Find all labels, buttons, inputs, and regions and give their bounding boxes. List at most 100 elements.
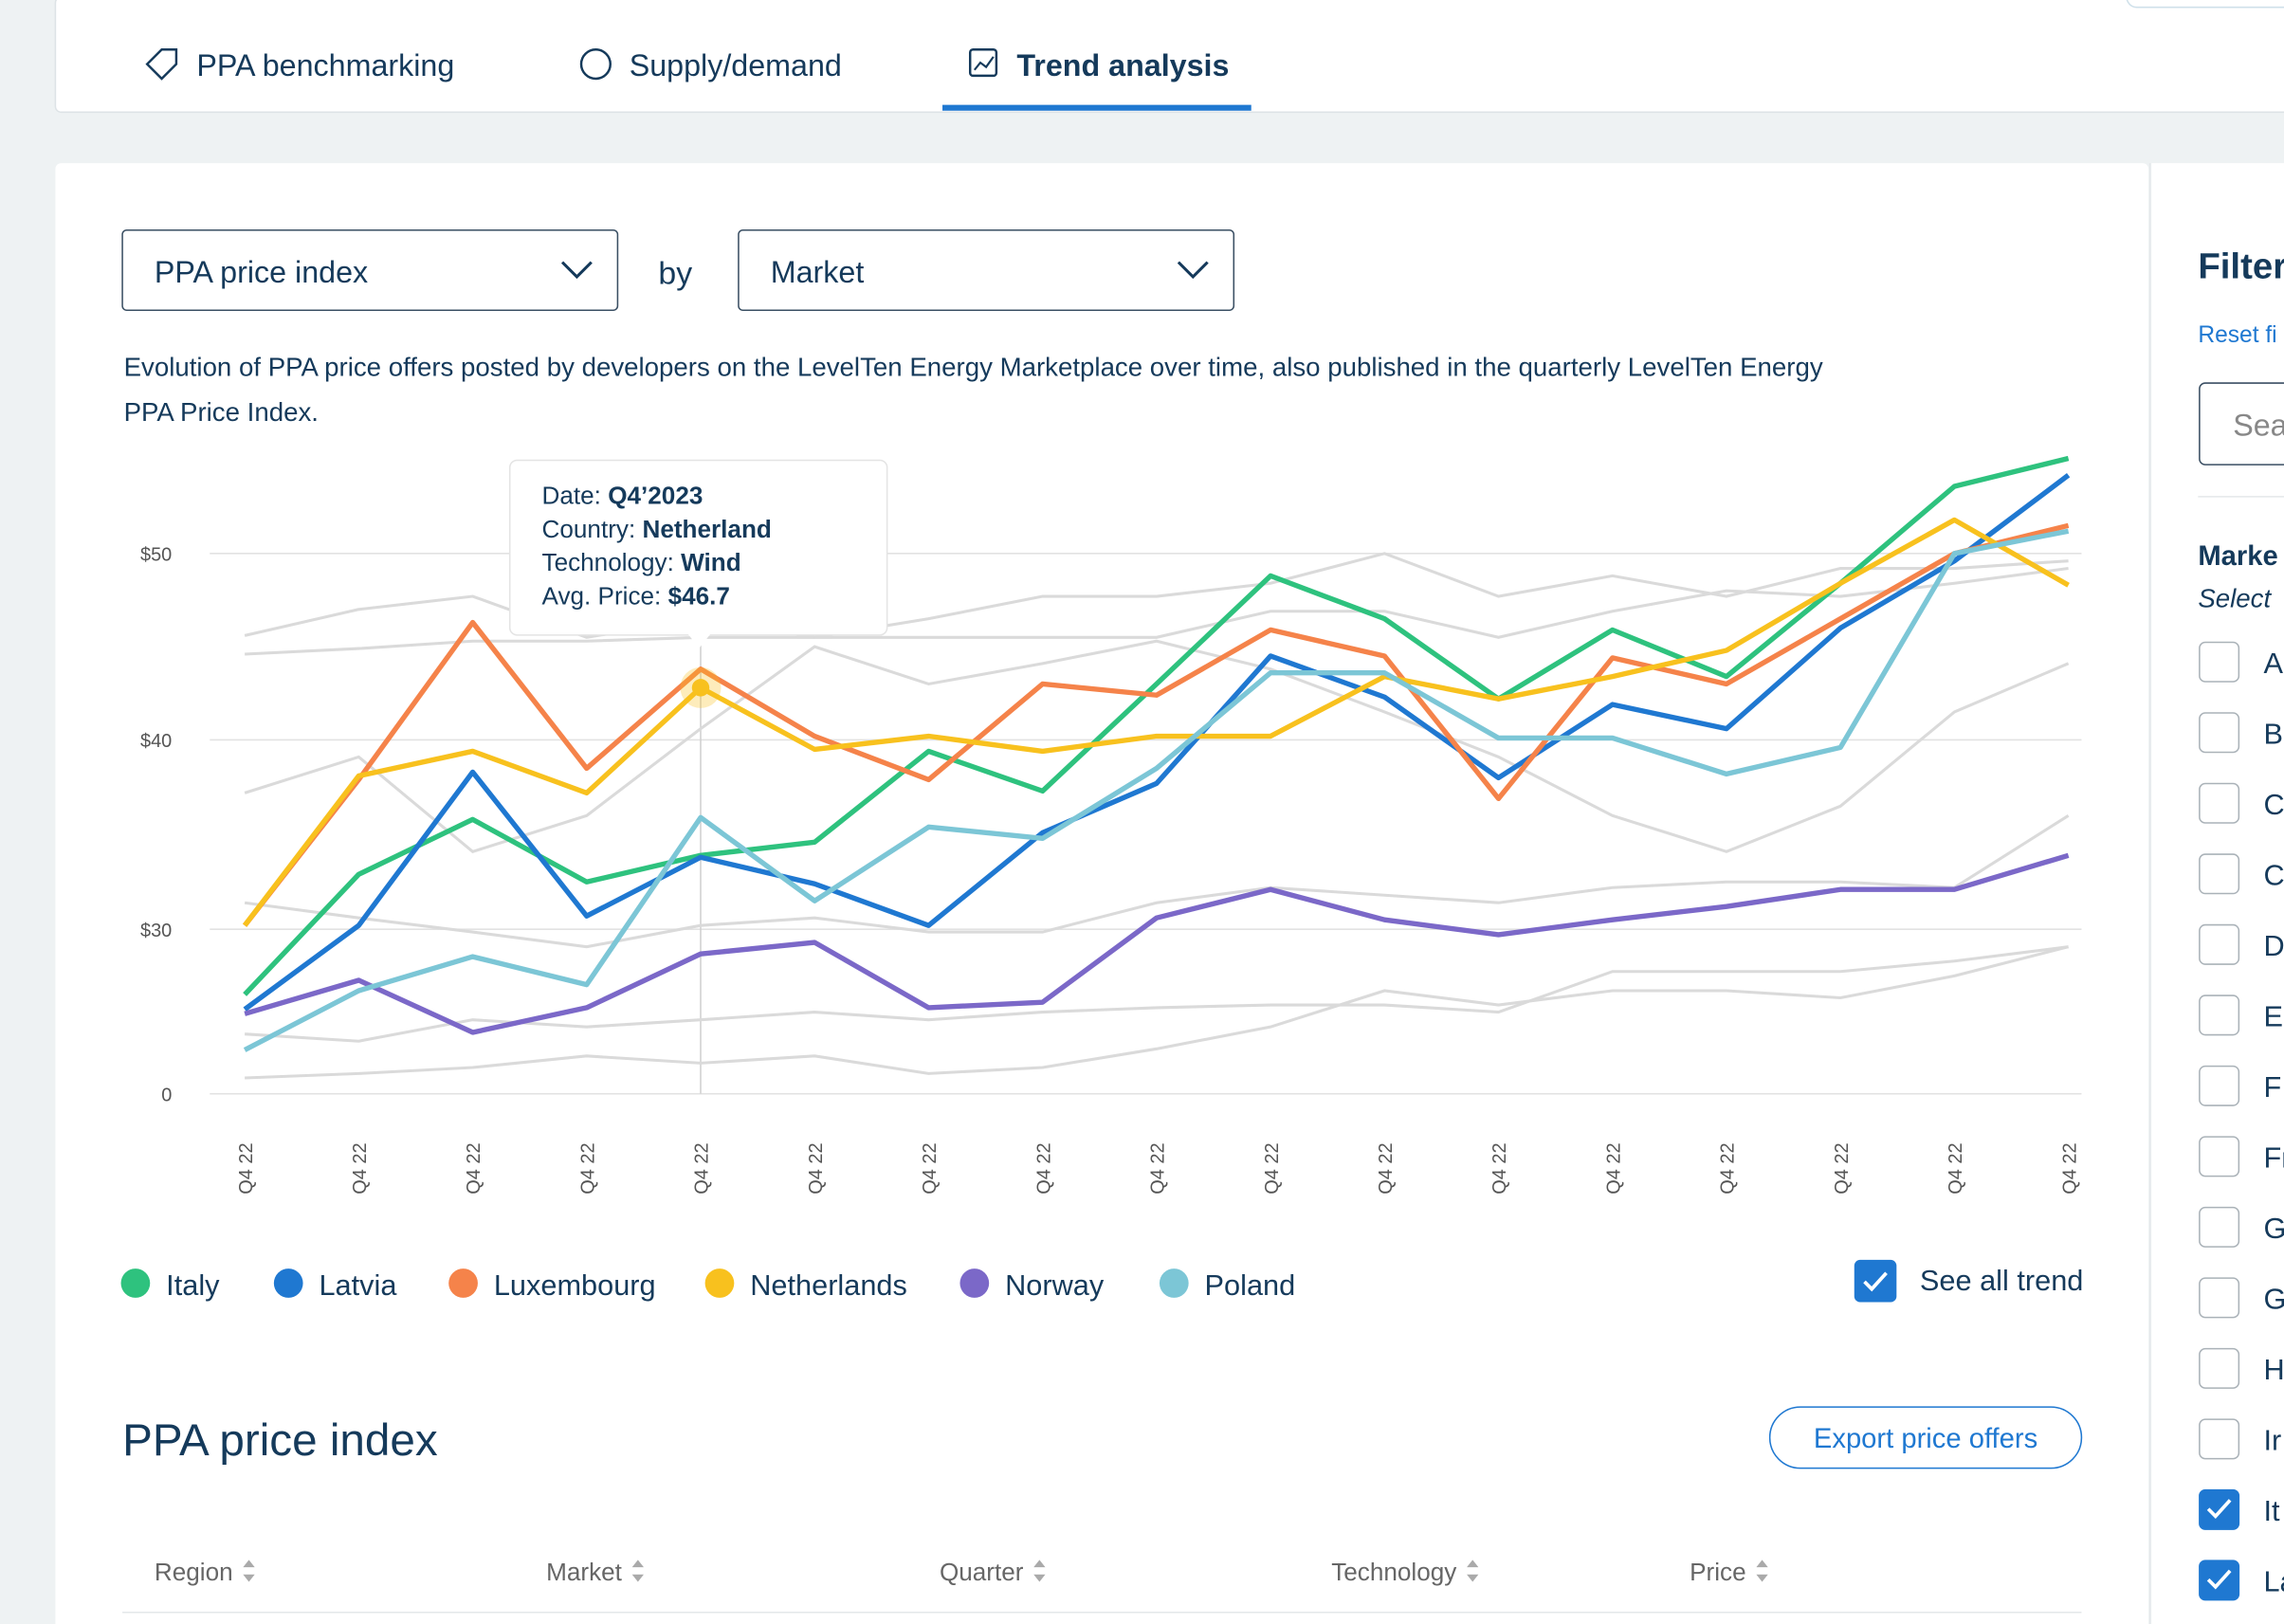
legend-swatch (448, 1268, 478, 1298)
checkmark (2206, 1569, 2232, 1590)
series-line (243, 455, 2070, 996)
search-input[interactable] (2199, 382, 2284, 465)
tab-icon (145, 48, 178, 81)
chevron (560, 261, 593, 280)
by-label: by (658, 256, 692, 292)
filter-option[interactable]: Fr (2199, 1136, 2284, 1177)
tab[interactable]: Trend analysis (942, 48, 1252, 111)
checkbox[interactable] (2199, 1065, 2240, 1106)
series-line (244, 852, 2070, 1035)
filter-label: A (2263, 647, 2283, 680)
checkbox[interactable] (1854, 1259, 1897, 1303)
filter-label: F (2263, 1070, 2281, 1104)
corner-control (2126, 0, 2284, 9)
select-box[interactable] (121, 228, 619, 312)
checkbox[interactable] (2199, 782, 2240, 824)
filter-option[interactable]: La (2199, 1560, 2284, 1601)
series-line (243, 522, 2070, 927)
filter-hint: Select (2198, 584, 2272, 613)
tooltip-value: $46.7 (668, 582, 730, 611)
filter-group: Marke (2198, 541, 2277, 572)
checkbox[interactable] (2199, 712, 2240, 754)
filter-option[interactable]: E (2199, 994, 2283, 1036)
see-all-toggle[interactable]: See all trend (1854, 1259, 2084, 1303)
export-button[interactable]: Export price offers (1768, 1406, 2083, 1469)
checkbox[interactable] (2199, 1418, 2240, 1460)
x-tick-label: Q4 22 (236, 1142, 257, 1194)
filter-option[interactable]: It (2199, 1488, 2280, 1530)
checkbox[interactable] (2199, 1136, 2240, 1177)
legend-item[interactable]: Italy (120, 1268, 221, 1302)
description: Evolution of PPA price offers posted by … (124, 352, 1823, 381)
toggle-label: See all trend (1920, 1264, 2083, 1297)
filter-label: G (2263, 1212, 2284, 1245)
tab-label[interactable]: Trend analysis (1016, 48, 1229, 82)
legend-label: Norway (1005, 1268, 1105, 1302)
sort-icon (1756, 1560, 1768, 1582)
legend-item[interactable]: Poland (1159, 1268, 1296, 1302)
filter-label: C (2263, 858, 2284, 891)
legend-item[interactable]: Norway (959, 1268, 1105, 1302)
x-tick-label: Q4 22 (2059, 1142, 2080, 1194)
section-title: PPA price index (122, 1415, 438, 1466)
series-line (243, 473, 2071, 1012)
filter-option[interactable]: G (2199, 1206, 2284, 1248)
filter-option[interactable]: B (2199, 712, 2283, 754)
button[interactable] (1768, 1406, 2083, 1469)
tab[interactable]: Supply/demand (579, 48, 842, 82)
legend-swatch (704, 1268, 735, 1298)
x-tick-label: Q4 22 (350, 1142, 371, 1194)
filter-option[interactable]: A (2199, 641, 2284, 683)
filter-option[interactable]: F (2199, 1065, 2281, 1106)
column-header[interactable]: Price (1690, 1558, 1746, 1586)
filter-option[interactable]: D (2199, 923, 2284, 965)
checkbox[interactable] (2199, 1206, 2240, 1248)
tooltip-value: Netherland (642, 515, 771, 543)
legend-item[interactable]: Netherlands (704, 1268, 907, 1302)
legend-item[interactable]: Luxembourg (448, 1268, 656, 1302)
background-line (244, 639, 2070, 854)
tooltip-label: Technology: (542, 548, 674, 576)
checkbox[interactable] (2199, 1277, 2240, 1319)
dimension-select[interactable]: Market (738, 228, 1235, 312)
x-tick-label: Q4 22 (1489, 1142, 1510, 1194)
x-tick-label: Q4 22 (1603, 1142, 1624, 1194)
filter-label: Ir (2263, 1423, 2281, 1456)
column-header[interactable]: Quarter (940, 1558, 1024, 1586)
filter-title: Filter (2198, 246, 2284, 286)
tab-label[interactable]: PPA benchmarking (196, 48, 454, 82)
series-line (243, 528, 2070, 1052)
filter-option[interactable]: C (2199, 853, 2284, 895)
checkbox[interactable] (2199, 853, 2240, 895)
chart: 0 $30 $40 $50 Q4 22 Q4 22 Q4 22 Q4 22 Q4 22 Q4 22… (140, 455, 2082, 1195)
filter-label: B (2263, 717, 2283, 750)
x-tick-label: Q4 22 (577, 1142, 598, 1194)
filter-label: Fr (2263, 1140, 2284, 1174)
x-tick-label: Q4 22 (464, 1142, 484, 1194)
tab-label[interactable]: Supply/demand (630, 48, 842, 82)
filter-option[interactable]: G (2199, 1277, 2284, 1319)
column-header[interactable]: Technology (1331, 1558, 1456, 1586)
filter-option[interactable]: Ir (2199, 1418, 2281, 1460)
search-placeholder: Sea (2233, 408, 2284, 442)
checkbox[interactable] (2199, 994, 2240, 1036)
select-box[interactable] (738, 228, 1235, 312)
column-header[interactable]: Region (155, 1558, 233, 1586)
checkbox[interactable] (2199, 641, 2240, 683)
checkbox[interactable] (2199, 923, 2240, 965)
filter-option[interactable]: C (2199, 782, 2284, 824)
tab[interactable]: PPA benchmarking (145, 48, 454, 82)
chevron (1177, 261, 1209, 280)
metric-select[interactable]: PPA price index (121, 228, 619, 312)
legend-label: Poland (1205, 1268, 1296, 1302)
background-line (245, 945, 2069, 1080)
reset-link[interactable]: Reset fi (2198, 322, 2276, 348)
legend-label: Italy (166, 1268, 220, 1302)
filter-option[interactable]: H (2199, 1347, 2284, 1389)
checkbox[interactable] (2199, 1347, 2240, 1389)
legend-item[interactable]: Latvia (273, 1268, 398, 1302)
legend-swatch (273, 1268, 303, 1298)
column-header[interactable]: Market (546, 1558, 623, 1586)
tooltip-value: Wind (681, 548, 741, 576)
